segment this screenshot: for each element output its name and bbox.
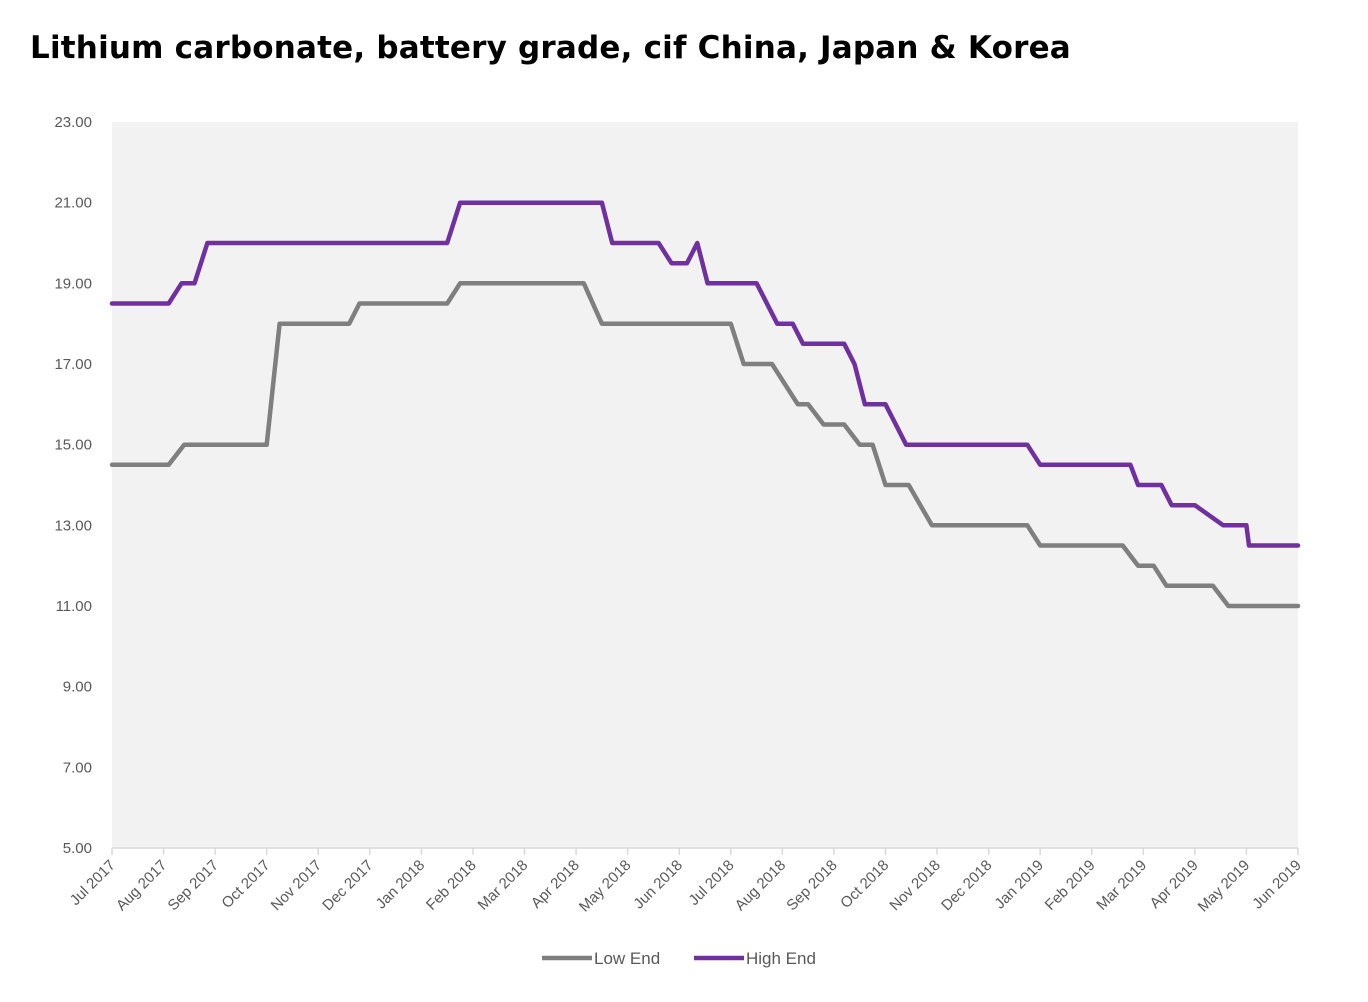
y-tick-label: 11.00 [56,598,92,615]
chart-title: Lithium carbonate, battery grade, cif Ch… [30,30,1071,66]
x-tick-label: Jan 2019 [991,857,1047,913]
x-tick-label: Jun 2019 [1249,857,1305,913]
series-line-low-end [109,281,1301,609]
x-tick-label: Jul 2018 [685,857,737,909]
x-tick-label: Sep 2018 [783,857,840,914]
legend-label: High End [746,949,816,968]
x-tick-label: Apr 2018 [528,857,583,912]
y-tick-label: 9.00 [63,679,92,696]
x-tick-label: Jan 2018 [373,857,429,913]
x-tick-label: Apr 2019 [1147,857,1202,912]
x-tick-label: Feb 2018 [423,857,480,914]
x-tick-label: Oct 2017 [218,857,273,912]
x-tick-label: May 2019 [1195,857,1254,916]
x-tick-label: Jul 2017 [67,857,119,909]
y-tick-label: 7.00 [63,759,92,776]
x-tick-label: Mar 2019 [1093,857,1150,914]
series-lines [109,200,1301,609]
series-line-high-end [109,200,1301,548]
y-tick-label: 21.00 [54,195,92,212]
x-tick-label: Aug 2018 [732,857,789,914]
x-tick-label: Nov 2017 [268,857,325,914]
x-tick-label: May 2018 [576,857,635,916]
legend: Low End High End [542,949,816,968]
x-tick-label: Jun 2018 [630,857,686,913]
y-tick-label: 15.00 [54,437,92,454]
legend-label: Low End [594,949,660,968]
plot-area [112,122,1298,848]
x-tick-label: Sep 2017 [165,857,222,914]
y-tick-label: 13.00 [54,517,92,534]
y-tick-label: 17.00 [54,356,92,373]
x-tick-label: Nov 2018 [886,857,943,914]
y-tick-label: 5.00 [63,840,92,857]
y-tick-label: 19.00 [54,275,92,292]
x-tick-label: Mar 2018 [475,857,532,914]
x-tick-label: Aug 2017 [113,857,170,914]
x-tick-label: Dec 2018 [938,857,995,914]
x-tick-label: Dec 2017 [319,857,376,914]
y-tick-label: 23.00 [54,114,92,131]
x-tick-label: Feb 2019 [1042,857,1099,914]
y-axis: 5.00 7.00 9.00 11.00 13.00 15.00 17.00 19.00 21.… [54,114,92,857]
x-tick-label: Oct 2018 [837,857,892,912]
